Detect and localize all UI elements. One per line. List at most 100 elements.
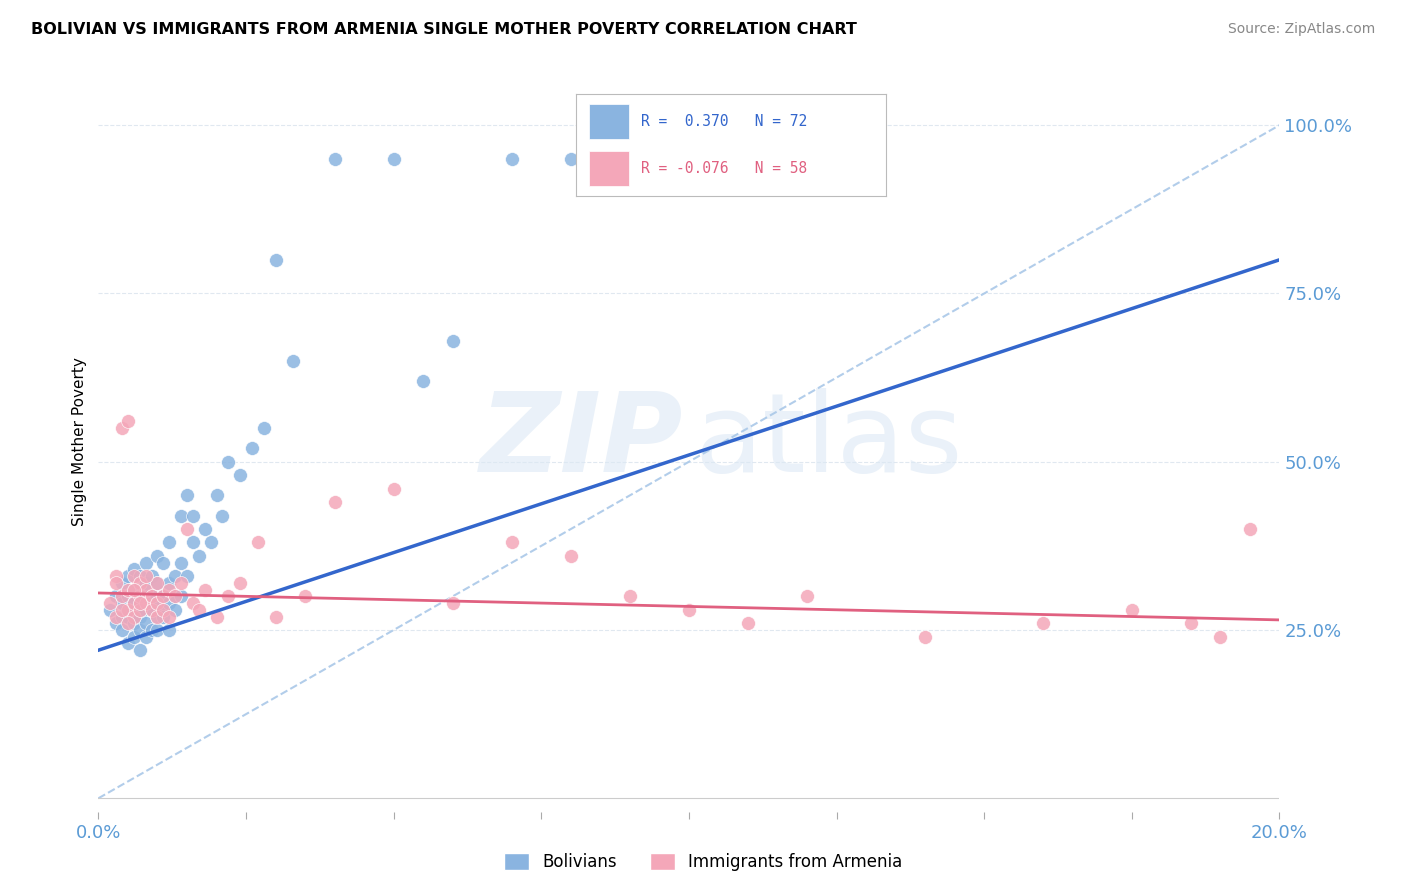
Point [105, 609, 128, 624]
Point [122, 609, 145, 624]
Point [283, 353, 305, 368]
Point [560, 549, 582, 563]
Point [176, 522, 198, 536]
Point [117, 569, 139, 583]
Point [141, 590, 163, 604]
Point [246, 535, 269, 549]
Point [170, 575, 193, 590]
Point [117, 603, 139, 617]
Point [382, 152, 405, 166]
Point [117, 609, 139, 624]
Point [187, 549, 209, 563]
Point [181, 596, 204, 610]
Point [441, 596, 464, 610]
Text: atlas: atlas [695, 388, 963, 495]
Point [157, 623, 180, 637]
Point [111, 603, 134, 617]
Point [117, 590, 139, 604]
Point [122, 582, 145, 597]
Point [141, 603, 163, 617]
Point [412, 374, 434, 388]
Point [128, 590, 150, 604]
Point [111, 421, 134, 435]
Point [146, 549, 169, 563]
Point [152, 590, 174, 604]
Point [128, 643, 150, 657]
Point [264, 252, 287, 267]
Point [323, 495, 346, 509]
Point [122, 569, 145, 583]
Point [157, 582, 180, 597]
Point [128, 603, 150, 617]
Point [122, 630, 145, 644]
Point [165, 569, 187, 583]
Text: R =  0.370   N = 72: R = 0.370 N = 72 [641, 114, 807, 128]
Point [141, 603, 163, 617]
Point [117, 414, 139, 428]
Point [146, 623, 169, 637]
Point [187, 603, 209, 617]
Point [205, 488, 228, 502]
Text: Source: ZipAtlas.com: Source: ZipAtlas.com [1227, 22, 1375, 37]
Point [217, 590, 239, 604]
Point [294, 590, 316, 604]
Point [382, 482, 405, 496]
Point [98, 603, 121, 617]
Point [128, 596, 150, 610]
Point [619, 590, 641, 604]
Point [441, 334, 464, 348]
Point [217, 455, 239, 469]
Point [914, 630, 936, 644]
Point [135, 596, 157, 610]
Point [1239, 522, 1261, 536]
Point [200, 535, 222, 549]
Point [205, 609, 228, 624]
Point [157, 596, 180, 610]
Point [117, 603, 139, 617]
Point [170, 508, 193, 523]
Point [176, 569, 198, 583]
Point [1032, 616, 1054, 631]
Point [796, 590, 818, 604]
Point [152, 556, 174, 570]
Point [152, 603, 174, 617]
Point [146, 609, 169, 624]
Point [146, 609, 169, 624]
Point [117, 582, 139, 597]
Point [1121, 603, 1143, 617]
Point [194, 582, 217, 597]
Point [117, 636, 139, 650]
Point [122, 596, 145, 610]
Point [111, 596, 134, 610]
Point [111, 590, 134, 604]
Bar [589, 151, 628, 186]
Bar [589, 104, 628, 139]
Point [737, 616, 759, 631]
Text: ZIP: ZIP [479, 388, 683, 495]
Point [111, 609, 134, 624]
Point [165, 590, 187, 604]
Point [560, 152, 582, 166]
Point [105, 616, 128, 631]
Point [146, 575, 169, 590]
Point [135, 569, 157, 583]
Point [176, 488, 198, 502]
Point [165, 590, 187, 604]
Point [146, 575, 169, 590]
Point [240, 442, 263, 456]
Point [157, 535, 180, 549]
Point [135, 630, 157, 644]
Point [135, 616, 157, 631]
Point [229, 468, 252, 483]
Point [111, 623, 134, 637]
Point [135, 575, 157, 590]
Point [165, 603, 187, 617]
Point [105, 575, 128, 590]
Point [135, 582, 157, 597]
Point [157, 575, 180, 590]
Point [111, 575, 134, 590]
Point [170, 590, 193, 604]
Point [229, 575, 252, 590]
Point [135, 556, 157, 570]
Point [122, 596, 145, 610]
